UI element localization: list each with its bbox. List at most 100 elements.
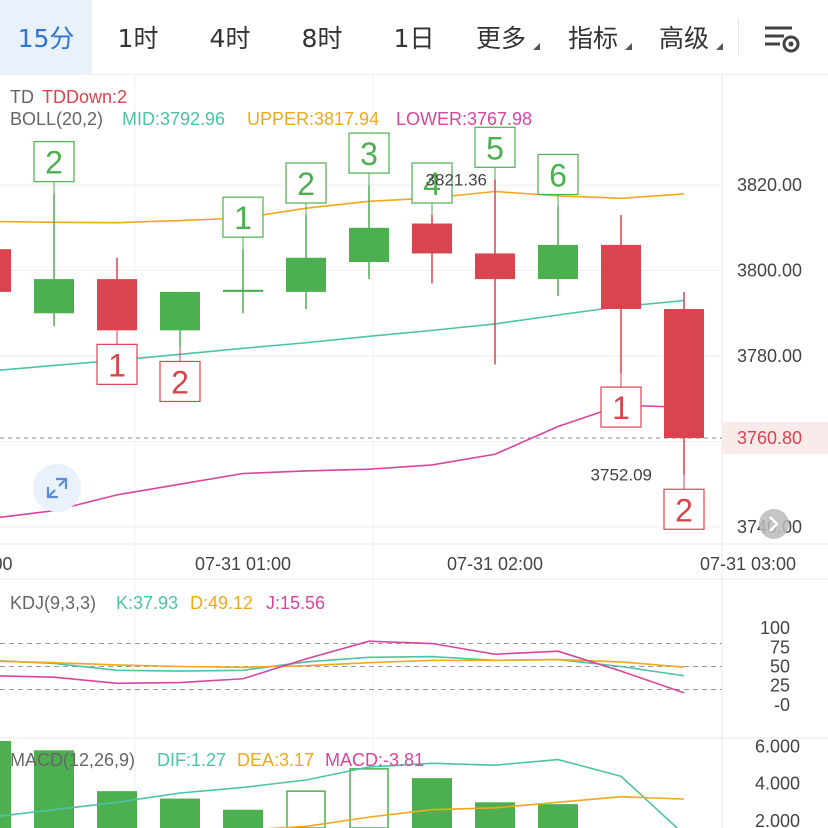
- td-markers: 2 1 2 1 2 3 4 5 6 1 2 3821.36 3752.09: [33, 126, 705, 530]
- td-marker-count: 2: [45, 145, 63, 181]
- boll-mid: MID:3792.96: [122, 109, 225, 129]
- macd-bar: [412, 778, 452, 828]
- kdj-j-line: [0, 640, 685, 694]
- x-tick-label: 07-31 02:00: [447, 554, 543, 574]
- boll-label: BOLL(20,2): [10, 109, 103, 129]
- expand-icon: [46, 477, 68, 499]
- dropdown-caret-icon: [716, 43, 723, 50]
- tab-indicators-label: 指标: [567, 24, 618, 53]
- macd-label: MACD(12,26,9): [10, 750, 135, 770]
- macd-dea-line: [265, 795, 685, 828]
- macd-tick-label: 6.000: [755, 737, 800, 757]
- macd-dif-line: [0, 758, 679, 828]
- candle-body: [412, 223, 452, 254]
- tab-indicators[interactable]: 指标: [552, 0, 634, 74]
- boll-upper: UPPER:3817.94: [247, 109, 379, 129]
- kdj-tick-label: -0: [774, 695, 790, 715]
- macd-bar: [97, 791, 137, 828]
- kdj-j: J:15.56: [266, 593, 325, 613]
- macd-dif: DIF:1.27: [157, 750, 226, 770]
- scroll-right-button[interactable]: [759, 509, 789, 539]
- kdj-d: D:49.12: [190, 593, 253, 613]
- scroll-right-bg[interactable]: [759, 509, 789, 539]
- td-marker-box: [159, 360, 201, 403]
- x-tick-label: 00:00: [0, 554, 13, 574]
- candle-body: [286, 257, 326, 292]
- tab-advanced-label: 高级: [658, 24, 709, 53]
- td-marker-box: [474, 126, 516, 168]
- td-label: TD: [10, 87, 34, 107]
- tab-advanced[interactable]: 高级: [643, 0, 725, 74]
- low-annotation: 3752.09: [591, 465, 652, 484]
- macd-bar: [286, 790, 326, 828]
- dropdown-caret-icon: [533, 43, 540, 50]
- kdj-tick-label: 75: [770, 637, 790, 657]
- macd-bar: [223, 809, 263, 828]
- candle-body: [349, 227, 389, 262]
- td-marker-count: 6: [549, 157, 567, 193]
- candle-body: [475, 253, 515, 280]
- td-marker-count: 2: [675, 492, 693, 528]
- tab-more[interactable]: 更多: [460, 0, 542, 74]
- td-marker-count: 1: [234, 200, 252, 236]
- macd-tick-label: 2.000: [755, 811, 800, 828]
- candle-body: [97, 279, 137, 331]
- tab-divider: [738, 18, 739, 56]
- boll-upper-line: [0, 190, 685, 224]
- td-marker-count: 1: [108, 347, 126, 383]
- y-tick-label: 3800.00: [737, 261, 802, 281]
- td-marker-box: [600, 386, 642, 428]
- tab-1d[interactable]: 1日: [393, 24, 435, 53]
- tab-8h[interactable]: 8时: [301, 24, 343, 53]
- kdj-k: K:37.93: [116, 593, 178, 613]
- period-tab-bar: 15分 1时 4时 8时 1日 更多 指标 高级: [0, 0, 828, 75]
- td-marker-count: 4: [423, 166, 441, 202]
- chevron-right-icon: [769, 516, 779, 532]
- td-marker-box: [411, 162, 453, 204]
- expand-button-bg[interactable]: [33, 464, 81, 512]
- current-price-label: 3760.80: [737, 428, 802, 448]
- macd-bar: [160, 798, 200, 828]
- td-marker-box: [663, 488, 705, 530]
- kdj-tick-label: 50: [770, 657, 790, 677]
- candle-body: [0, 249, 11, 292]
- candlesticks: [0, 179, 704, 476]
- tab-15m[interactable]: 15分: [0, 0, 92, 74]
- tab-more-label: 更多: [475, 24, 526, 53]
- td-value: TDDown:2: [42, 87, 127, 107]
- expand-button[interactable]: [33, 464, 81, 512]
- candle-body: [538, 244, 578, 280]
- macd-bar: [538, 804, 578, 828]
- chart-settings-icon[interactable]: [762, 22, 802, 56]
- boll-lower: LOWER:3767.98: [396, 109, 532, 129]
- td-marker-count: 2: [297, 166, 315, 202]
- macd-bar: [0, 741, 11, 828]
- y-tick-label: 3780.00: [737, 346, 802, 366]
- y-tick-label: 3820.00: [737, 175, 802, 195]
- x-tick-label: 07-31 03:00: [700, 554, 796, 574]
- td-marker-count: 5: [486, 130, 504, 166]
- candle-body: [223, 289, 263, 292]
- candle-body: [34, 279, 74, 314]
- tab-1h[interactable]: 1时: [117, 24, 159, 53]
- macd-panel: 6.000 4.000 2.000: [0, 737, 800, 828]
- kdj-label: KDJ(9,3,3): [10, 593, 96, 613]
- td-marker-count: 2: [171, 364, 189, 400]
- kdj-tick-label: 100: [760, 618, 790, 638]
- td-marker-box: [222, 196, 264, 238]
- macd-dea: DEA:3.17: [237, 750, 314, 770]
- td-marker-count: 1: [612, 390, 630, 426]
- dropdown-caret-icon: [625, 43, 632, 50]
- td-marker-box: [537, 153, 579, 196]
- candle-body: [664, 309, 704, 439]
- boll-lower-line: [0, 404, 685, 519]
- macd-bar: [34, 750, 74, 828]
- current-price-bg: [722, 422, 828, 455]
- td-marker-box: [33, 141, 75, 183]
- chart-area: 3820.003800.003780.003740.003760.8000:00…: [0, 74, 828, 828]
- kdj-d-line: [0, 658, 685, 669]
- td-marker-box: [348, 132, 390, 174]
- td-marker-box: [285, 162, 327, 204]
- tab-4h[interactable]: 4时: [209, 24, 251, 53]
